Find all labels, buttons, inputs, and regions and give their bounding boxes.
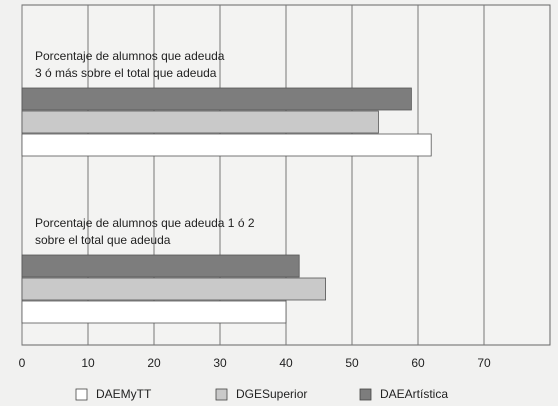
legend-label: DGESuperior — [236, 387, 307, 401]
bar — [21, 110, 379, 134]
x-tick-label: 20 — [147, 356, 161, 370]
x-tick-label: 0 — [19, 356, 26, 370]
bar — [21, 133, 432, 157]
x-tick-label: 30 — [213, 356, 227, 370]
bar — [21, 300, 287, 324]
bar — [21, 277, 327, 301]
bar — [21, 254, 300, 278]
legend-swatch — [75, 388, 88, 401]
category-label: sobre el total que adeuda — [35, 233, 171, 247]
bar — [21, 87, 412, 111]
legend-label: DAEMyTT — [96, 387, 152, 401]
category-label: Porcentaje de alumnos que adeuda — [35, 49, 225, 63]
x-tick-label: 70 — [477, 356, 491, 370]
x-tick-label: 10 — [81, 356, 95, 370]
legend-swatch — [215, 388, 228, 401]
legend-label: DAEArtística — [380, 387, 448, 401]
x-tick-label: 60 — [411, 356, 425, 370]
category-label: 3 ó más sobre el total que adeuda — [35, 66, 217, 80]
x-tick-label: 50 — [345, 356, 359, 370]
category-label: Porcentaje de alumnos que adeuda 1 ó 2 — [35, 216, 255, 230]
x-tick-label: 40 — [279, 356, 293, 370]
legend-swatch — [359, 388, 372, 401]
